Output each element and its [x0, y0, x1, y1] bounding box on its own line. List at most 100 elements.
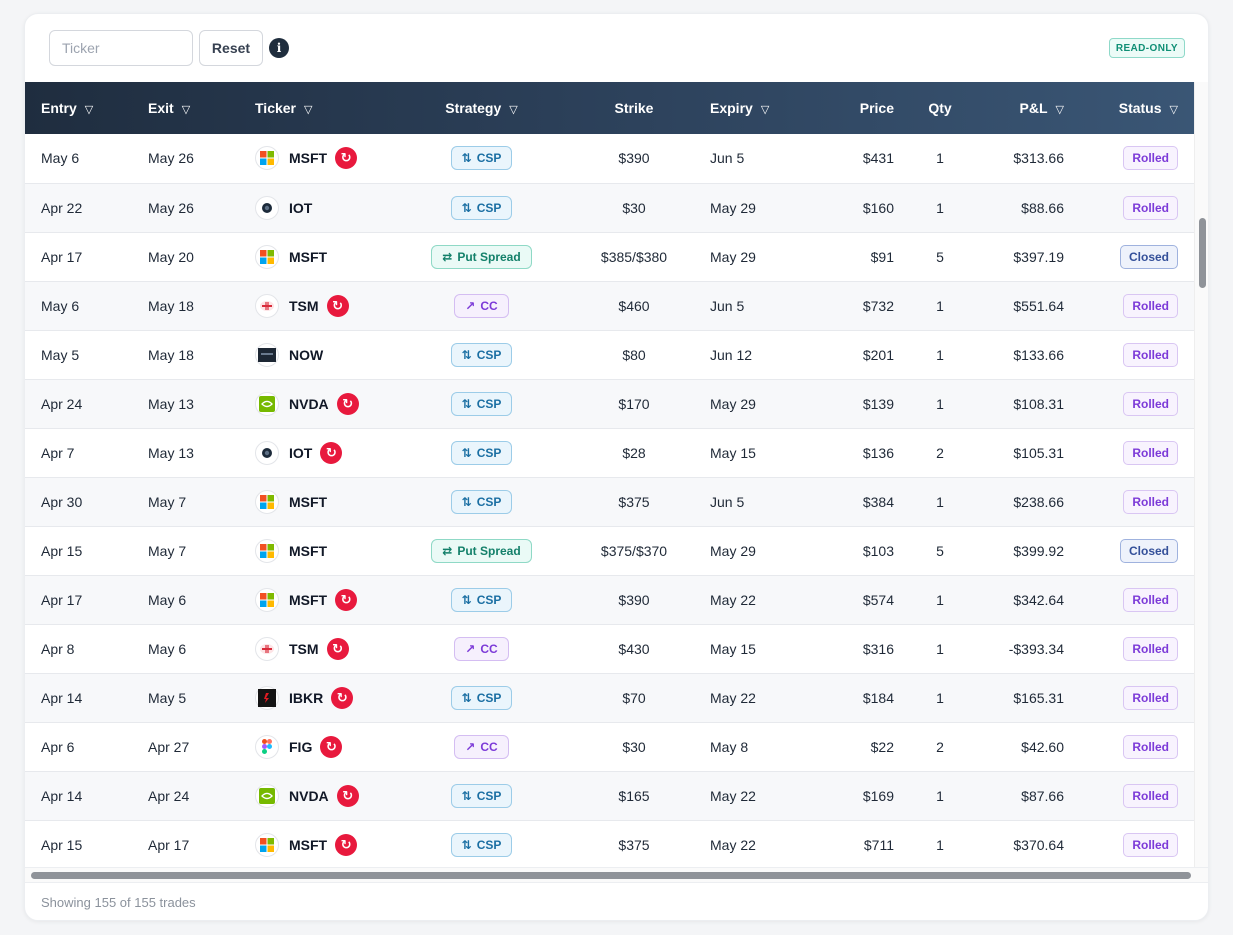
strategy-cell: ⇄ Put Spread [389, 232, 574, 281]
pnl-cell: $397.19 [1013, 248, 1064, 265]
status-cell: Closed [1080, 232, 1194, 281]
exit-cell: May 6 [148, 591, 187, 608]
table-row[interactable]: Apr 7 May 13 IOT ↻ ⇅ CSP $28 May 15 $136… [25, 428, 1194, 477]
column-header-expiry[interactable]: Expiry ▽ [694, 82, 807, 134]
sort-icon[interactable]: ▽ [181, 104, 191, 116]
qty-cell: 1 [936, 836, 944, 853]
sort-icon[interactable]: ▽ [1169, 104, 1178, 116]
exit-cell: May 13 [148, 444, 194, 461]
ticker-symbol[interactable]: FIG [289, 738, 313, 755]
reset-button[interactable]: Reset [199, 30, 263, 66]
expiry-cell: May 22 [710, 689, 756, 706]
ticker-symbol[interactable]: TSM [289, 640, 319, 657]
price-cell: $184 [862, 689, 894, 706]
sort-icon[interactable]: ▽ [84, 104, 94, 116]
expiry-cell: May 29 [710, 395, 756, 412]
table-row[interactable]: May 5 May 18 NOW ⇅ CSP $80 Jun 12 $201 1… [25, 330, 1194, 379]
row-count-text: Showing 155 of 155 trades [41, 895, 196, 910]
sort-icon[interactable]: ▽ [304, 104, 313, 116]
strategy-label: CSP [476, 151, 502, 166]
trades-table: Entry ▽ Exit ▽ Ticker ▽ Strategy ▽ Strike Expiry ▽… [25, 82, 1194, 867]
table-row[interactable]: Apr 30 May 7 MSFT ⇅ CSP $375 Jun 5 $384 … [25, 477, 1194, 526]
ticker-group: MSFT [255, 538, 389, 563]
sort-icon[interactable]: ▽ [1055, 104, 1064, 116]
ticker-symbol[interactable]: IOT [289, 199, 313, 216]
ticker-group: IOT ↻ [255, 440, 389, 465]
samsara-logo-icon [255, 440, 279, 465]
table-row[interactable]: Apr 17 May 6 MSFT ↻ ⇅ CSP $390 May 22 $5… [25, 575, 1194, 624]
column-header-pnl[interactable]: P&L ▽ [970, 82, 1080, 134]
qty-cell: 1 [936, 346, 944, 363]
ticker-symbol[interactable]: TSM [289, 297, 319, 314]
status-cell: Rolled [1080, 330, 1194, 379]
column-header-label: Exit [148, 100, 174, 116]
ticker-symbol[interactable]: NVDA [289, 395, 329, 412]
strategy-label: CC [480, 298, 498, 313]
pnl-cell: $88.66 [1021, 199, 1064, 216]
column-header-label: Qty [928, 100, 952, 116]
ticker-symbol[interactable]: NOW [289, 346, 324, 363]
column-header-ticker[interactable]: Ticker ▽ [239, 82, 389, 134]
pnl-cell: $87.66 [1021, 787, 1064, 804]
qty-cell: 1 [936, 150, 944, 167]
ticker-group: MSFT ↻ [255, 146, 389, 171]
qty-cell: 1 [936, 640, 944, 657]
swap-vertical-icon: ⇅ [461, 200, 472, 215]
strategy-cell: ⇅ CSP [389, 183, 574, 232]
horizontal-scrollbar-thumb[interactable] [31, 872, 1191, 879]
vertical-scrollbar-thumb[interactable] [1199, 218, 1206, 288]
sort-icon[interactable]: ▽ [760, 104, 770, 116]
pnl-cell: $342.64 [1013, 591, 1064, 608]
ticker-symbol[interactable]: MSFT [289, 542, 328, 559]
table-row[interactable]: Apr 15 May 7 MSFT ⇄ Put Spread $375/$370… [25, 526, 1194, 575]
exit-cell: May 13 [148, 395, 194, 412]
strategy-cell: ↗ CC [389, 281, 574, 330]
table-row[interactable]: May 6 May 18 TSM ↻ ↗ CC $460 Jun 5 $732 … [25, 281, 1194, 330]
ticker-symbol[interactable]: IOT [289, 444, 313, 461]
exit-cell: May 5 [148, 689, 187, 706]
pnl-cell: -$393.34 [1008, 640, 1064, 657]
table-row[interactable]: Apr 14 May 5 IBKR ↻ ⇅ CSP $70 May 22 $18… [25, 673, 1194, 722]
table-row[interactable]: Apr 24 May 13 NVDA ↻ ⇅ CSP $170 May 29 $… [25, 379, 1194, 428]
column-header-exit[interactable]: Exit ▽ [132, 82, 239, 134]
strategy-badge: ⇅ CSP [450, 146, 513, 171]
pnl-cell: $165.31 [1013, 689, 1064, 706]
rolled-indicator-icon: ↻ [335, 833, 358, 856]
qty-cell: 5 [936, 248, 944, 265]
horizontal-scrollbar[interactable] [25, 867, 1208, 882]
strategy-label: CSP [476, 347, 502, 362]
entry-cell: May 6 [41, 297, 80, 314]
ticker-group: IBKR ↻ [255, 685, 389, 710]
sort-icon[interactable]: ▽ [509, 104, 518, 116]
table-row[interactable]: Apr 15 Apr 17 MSFT ↻ ⇅ CSP $375 May 22 $… [25, 820, 1194, 867]
trades-card: Reset i READ-ONLY Entry▽Exit▽Ticker▽Stra… [24, 13, 1209, 921]
column-header-entry[interactable]: Entry ▽ [25, 82, 132, 134]
ticker-symbol[interactable]: IBKR [289, 689, 324, 706]
table-row[interactable]: Apr 22 May 26 IOT ⇅ CSP $30 May 29 $160 … [25, 183, 1194, 232]
vertical-scrollbar[interactable] [1194, 82, 1208, 867]
column-header-status[interactable]: Status ▽ [1080, 82, 1194, 134]
microsoft-logo-icon [255, 489, 279, 514]
ticker-symbol[interactable]: MSFT [289, 591, 328, 608]
ticker-symbol[interactable]: MSFT [289, 150, 328, 167]
ticker-symbol[interactable]: MSFT [289, 836, 328, 853]
price-cell: $160 [862, 199, 894, 216]
table-row[interactable]: Apr 17 May 20 MSFT ⇄ Put Spread $385/$38… [25, 232, 1194, 281]
swap-vertical-icon: ⇅ [461, 690, 472, 705]
table-row[interactable]: Apr 14 Apr 24 NVDA ↻ ⇅ CSP $165 May 22 $… [25, 771, 1194, 820]
ticker-symbol[interactable]: NVDA [289, 787, 329, 804]
table-row[interactable]: Apr 6 Apr 27 FIG ↻ ↗ CC $30 May 8 $22 2 … [25, 722, 1194, 771]
table-row[interactable]: May 6 May 26 MSFT ↻ ⇅ CSP $390 Jun 5 $43… [25, 134, 1194, 183]
column-header-strategy[interactable]: Strategy ▽ [389, 82, 574, 134]
strike-cell: $375/$370 [600, 542, 668, 559]
info-icon[interactable]: i [269, 38, 289, 58]
nvidia-logo-icon [255, 391, 279, 416]
ticker-symbol[interactable]: MSFT [289, 248, 328, 265]
pnl-cell: $238.66 [1013, 493, 1064, 510]
ticker-filter-input[interactable] [49, 30, 193, 66]
strike-cell: $30 [622, 738, 646, 755]
price-cell: $139 [862, 395, 894, 412]
table-row[interactable]: Apr 8 May 6 TSM ↻ ↗ CC $430 May 15 $316 … [25, 624, 1194, 673]
ticker-group: NVDA ↻ [255, 783, 389, 808]
ticker-symbol[interactable]: MSFT [289, 493, 328, 510]
